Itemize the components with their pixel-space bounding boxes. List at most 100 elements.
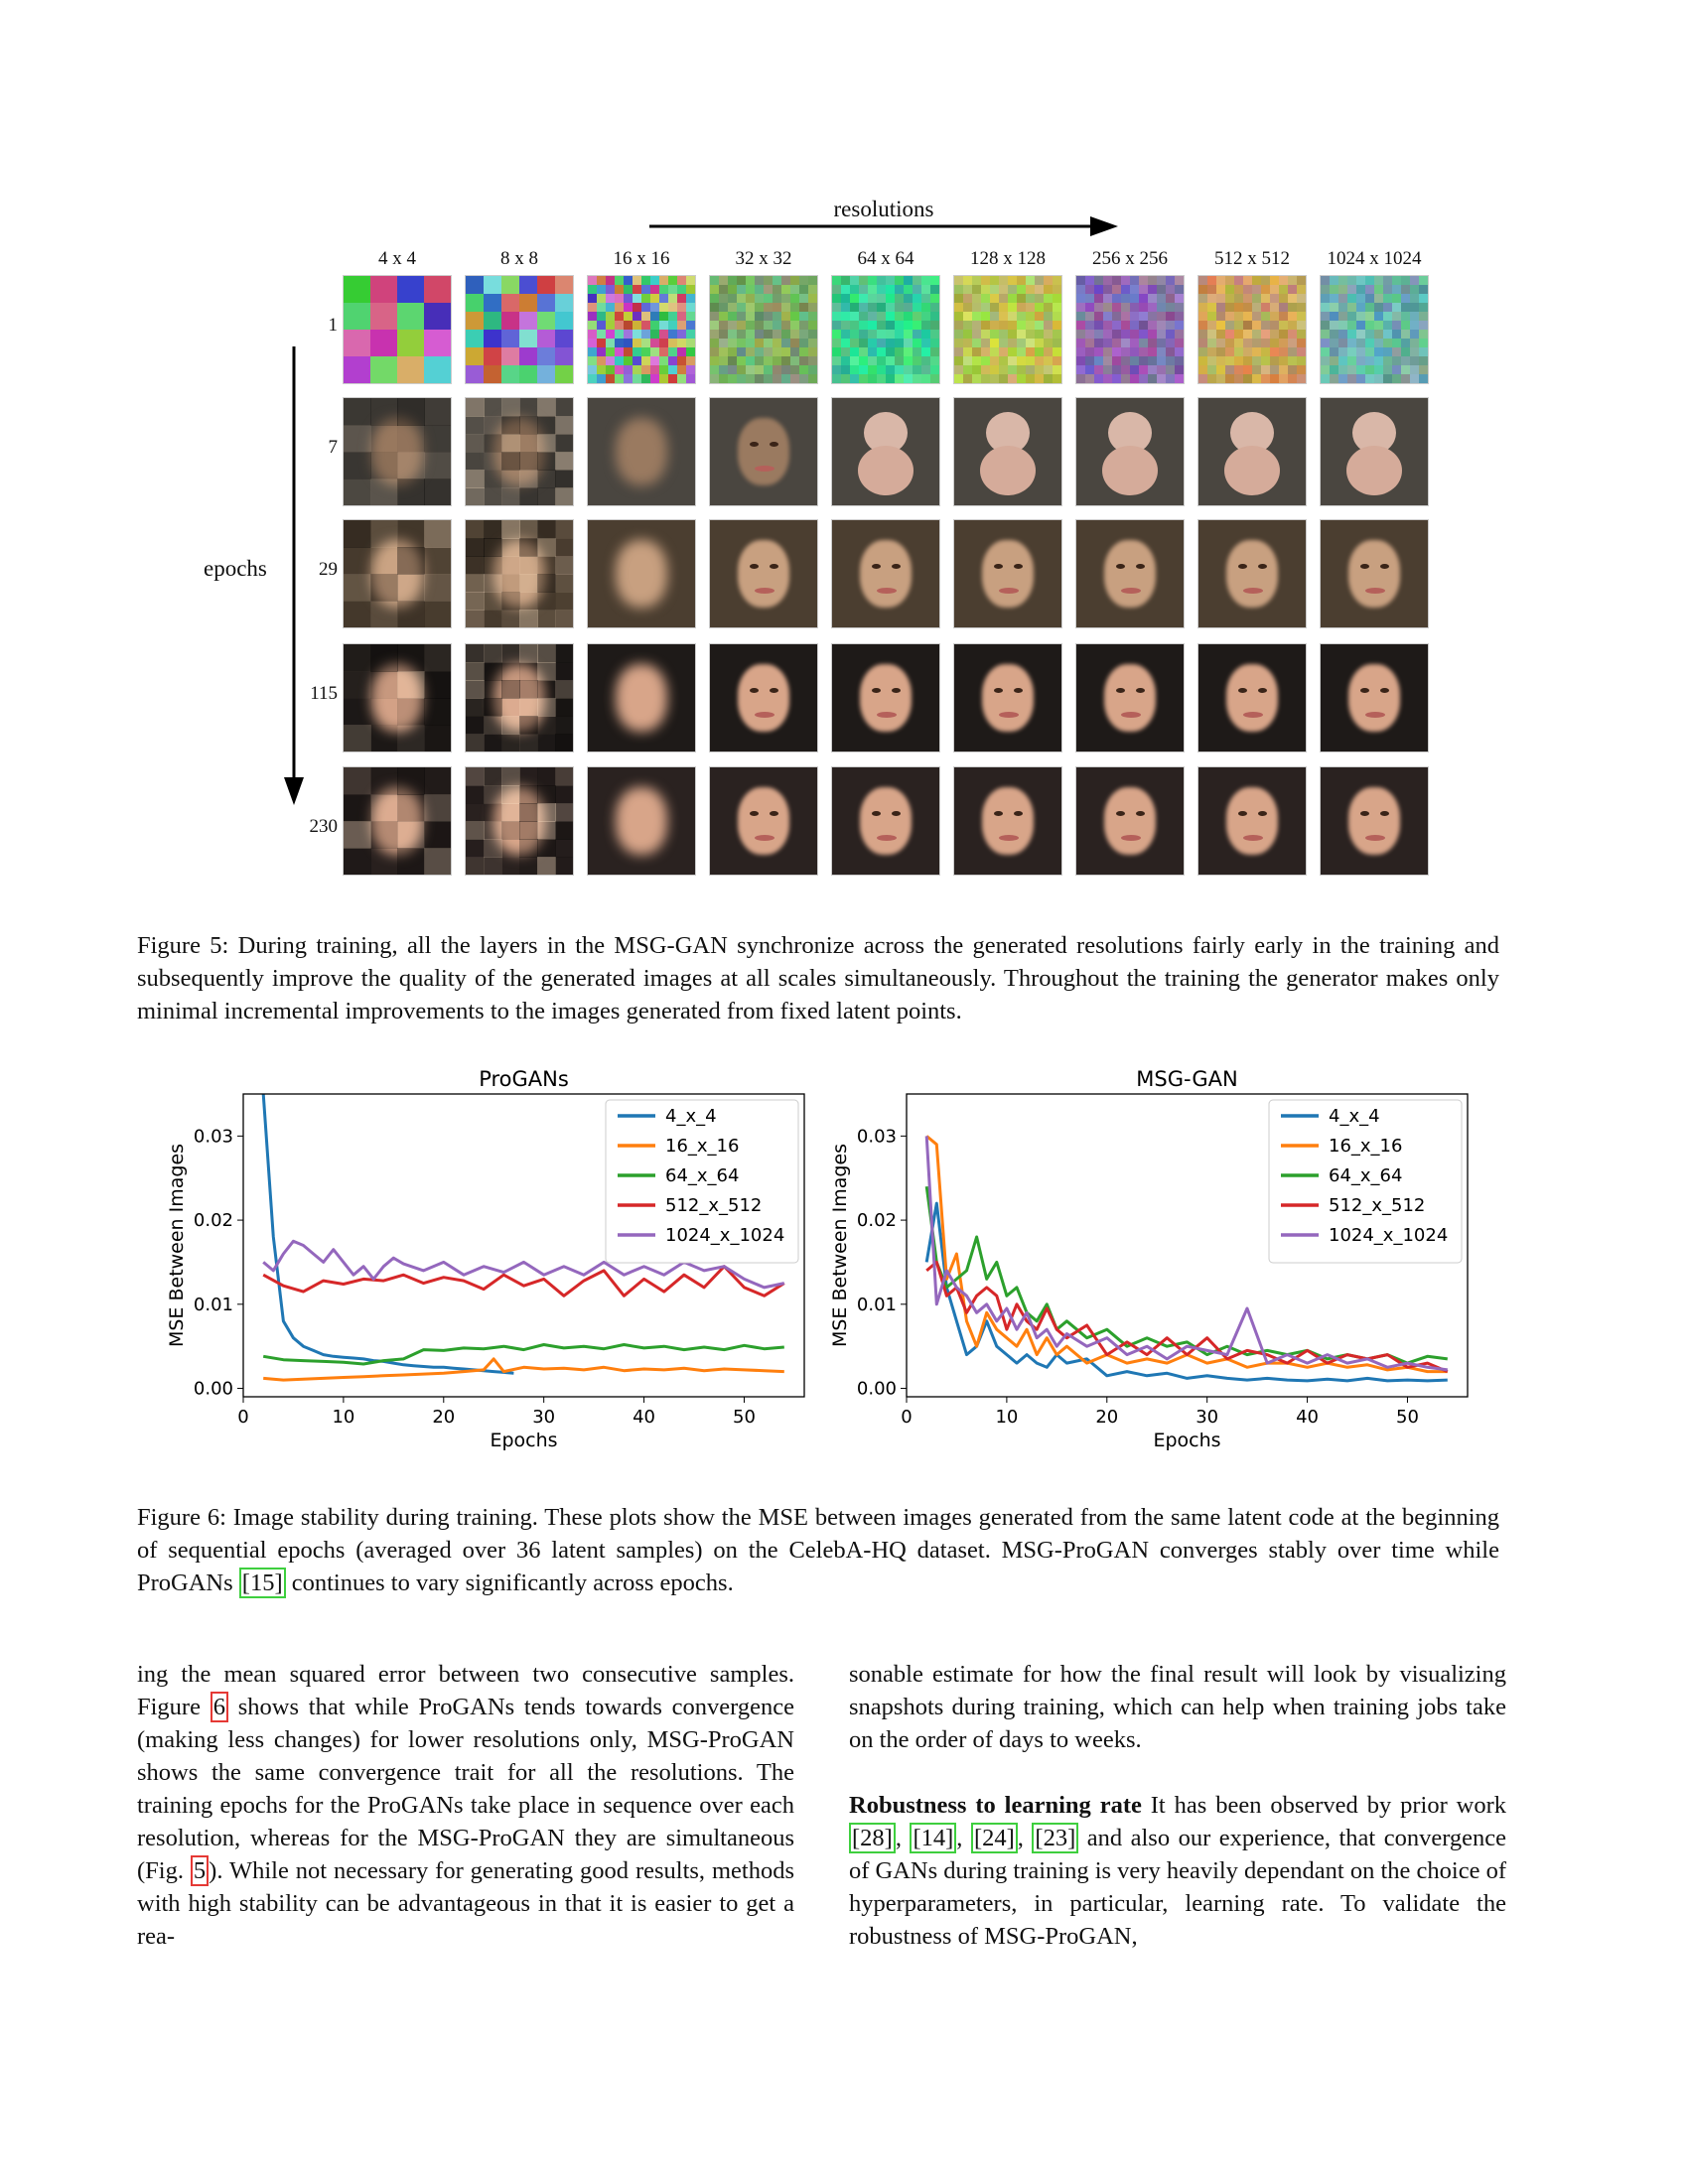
- figure-link[interactable]: 6: [210, 1692, 228, 1722]
- citation-link[interactable]: [15]: [238, 1568, 286, 1598]
- text: ing the mean squared error between two c…: [137, 1661, 794, 1720]
- left-column: ing the mean squared error between two c…: [137, 1658, 794, 1953]
- generated-image-tile: [343, 275, 452, 384]
- epoch-label: 29: [319, 559, 338, 580]
- y-tick-label: 0.00: [194, 1379, 233, 1400]
- generated-image-tile: [1320, 643, 1429, 752]
- figure-6-caption-text: Figure 6: Image stability during trainin…: [137, 1504, 1499, 1596]
- figure-5-caption: Figure 5: During training, all the layer…: [137, 932, 1499, 1024]
- generated-image-tile: [709, 766, 818, 876]
- y-axis-label: MSE Between Images: [166, 1144, 188, 1347]
- plot-frame: [906, 1093, 1469, 1398]
- chart-title: ProGANs: [479, 1067, 569, 1091]
- epoch-label: 230: [309, 816, 339, 837]
- generated-image-tile: [1320, 766, 1429, 876]
- text: shows that while ProGANs tends towards c…: [137, 1694, 795, 1884]
- generated-image-tile: [587, 643, 696, 752]
- generated-image-tile: [587, 275, 696, 384]
- paragraph: Robustness to learning rate It has been …: [849, 1792, 1507, 1950]
- figure-6-caption-text: continues to vary significantly across e…: [285, 1570, 734, 1596]
- legend-box: [1268, 1099, 1463, 1264]
- paragraph: ing the mean squared error between two c…: [137, 1658, 794, 1953]
- legend-entry: 512_x_512: [1329, 1195, 1425, 1216]
- y-axis-label: MSE Between Images: [829, 1144, 851, 1347]
- generated-image-tile: [343, 519, 452, 628]
- y-tick-label: 0.03: [857, 1126, 897, 1147]
- resolution-label: 8 x 8: [500, 248, 538, 269]
- generated-image-tile: [343, 643, 452, 752]
- generated-image-tile: [1075, 766, 1185, 876]
- generated-image-tile: [709, 643, 818, 752]
- text: It has been observed by prior work: [1141, 1792, 1506, 1819]
- generated-image-tile: [1075, 643, 1185, 752]
- legend-entry: 64_x_64: [1329, 1165, 1402, 1186]
- x-tick-label: 20: [1095, 1407, 1118, 1428]
- x-tick-label: 0: [901, 1407, 912, 1428]
- generated-image-tile: [343, 766, 452, 876]
- resolution-label: 32 x 32: [735, 248, 792, 269]
- x-tick-label: 30: [1196, 1407, 1218, 1428]
- citation-link[interactable]: [28]: [849, 1823, 896, 1853]
- x-tick-label: 0: [237, 1407, 248, 1428]
- generated-image-tile: [709, 519, 818, 628]
- y-tick-label: 0.01: [857, 1295, 897, 1315]
- y-tick-label: 0.01: [194, 1295, 233, 1315]
- generated-image-tile: [831, 766, 940, 876]
- x-tick-label: 50: [1396, 1407, 1419, 1428]
- series-line: [262, 1343, 784, 1366]
- resolution-label: 16 x 16: [613, 248, 670, 269]
- epoch-label: 7: [328, 437, 339, 458]
- legend-entry: 16_x_16: [1329, 1136, 1402, 1157]
- generated-image-tile: [953, 766, 1062, 876]
- x-tick-label: 40: [1296, 1407, 1319, 1428]
- generated-image-tile: [1197, 643, 1307, 752]
- y-tick-label: 0.02: [194, 1210, 233, 1231]
- generated-image-tile: [1320, 397, 1429, 506]
- generated-image-tile: [1197, 519, 1307, 628]
- citation-link[interactable]: [14]: [910, 1823, 957, 1853]
- generated-image-tile: [1075, 275, 1185, 384]
- x-axis-label: Epochs: [1153, 1430, 1220, 1451]
- generated-image-tile: [953, 519, 1062, 628]
- generated-image-tile: [1197, 766, 1307, 876]
- x-axis-label: Epochs: [490, 1430, 557, 1451]
- x-tick-label: 40: [633, 1407, 655, 1428]
- y-tick-label: 0.02: [857, 1210, 897, 1231]
- generated-image-tile: [465, 275, 574, 384]
- generated-image-tile: [709, 275, 818, 384]
- generated-image-tile: [465, 766, 574, 876]
- generated-image-tile: [831, 519, 940, 628]
- legend-entry: 16_x_16: [665, 1136, 739, 1157]
- resolution-label: 256 x 256: [1092, 248, 1168, 269]
- generated-image-tile: [953, 643, 1062, 752]
- citation-link[interactable]: [24]: [970, 1823, 1018, 1853]
- series-line: [925, 1260, 1449, 1373]
- resolution-label: 128 x 128: [970, 248, 1046, 269]
- resolution-label: 512 x 512: [1214, 248, 1290, 269]
- x-tick-label: 10: [995, 1407, 1018, 1428]
- generated-image-tile: [953, 275, 1062, 384]
- legend-entry: 1024_x_1024: [665, 1225, 784, 1246]
- msg-gan-mse-chart: MSG-GAN 0 10 20 30 40 50 0.00 0.01 0.02 0.03 Epochs…: [829, 1067, 1469, 1451]
- generated-image-tile: [1197, 397, 1307, 506]
- generated-image-tile: [1320, 275, 1429, 384]
- citation-link[interactable]: [23]: [1032, 1823, 1079, 1853]
- generated-image-tile: [831, 643, 940, 752]
- series-line: [261, 1094, 514, 1375]
- legend-box: [605, 1099, 799, 1264]
- plot-frame: [242, 1093, 805, 1398]
- x-tick-label: 10: [332, 1407, 354, 1428]
- generated-image-tile: [953, 397, 1062, 506]
- y-tick-label: 0.03: [194, 1126, 233, 1147]
- paragraph: sonable estimate for how the final resul…: [849, 1661, 1506, 1753]
- figure-link[interactable]: 5: [190, 1855, 210, 1886]
- legend-entry: 4_x_4: [665, 1106, 717, 1127]
- generated-image-tile: [587, 519, 696, 628]
- text: ). While not necessary for generating go…: [137, 1857, 795, 1950]
- epoch-label: 1: [328, 315, 339, 336]
- generated-image-tile: [465, 519, 574, 628]
- series-line: [262, 1239, 785, 1290]
- progans-mse-chart: ProGANs 0 10 20 30 40 50 0.00 0.01 0.02 0.03 Epochs…: [166, 1067, 805, 1451]
- legend-entry: 4_x_4: [1329, 1106, 1380, 1127]
- resolution-label: 1024 x 1024: [1327, 248, 1422, 269]
